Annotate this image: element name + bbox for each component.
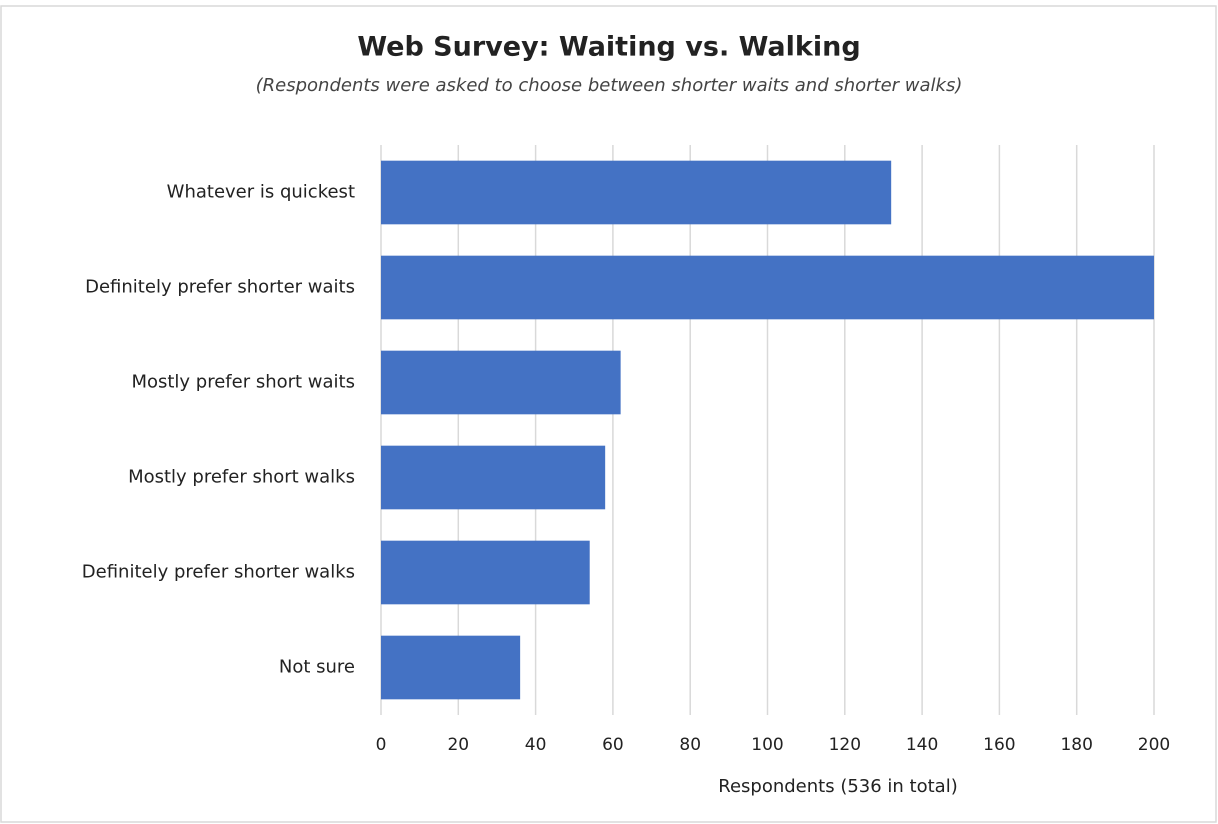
x-tick-label: 20 — [447, 735, 469, 755]
x-tick-label: 80 — [679, 735, 701, 755]
x-axis-label: Respondents (536 in total) — [718, 776, 957, 797]
bar — [381, 635, 521, 700]
bar — [381, 540, 590, 605]
y-tick-label: Mostly prefer short walks — [128, 467, 355, 488]
x-tick-label: 200 — [1138, 735, 1170, 755]
x-tick-label: 0 — [376, 735, 387, 755]
x-tick-label: 180 — [1060, 735, 1092, 755]
y-tick-label: Not sure — [279, 657, 355, 678]
bar — [381, 255, 1154, 320]
x-tick-label: 40 — [525, 735, 547, 755]
x-tick-label: 140 — [906, 735, 938, 755]
chart-title: Web Survey: Waiting vs. Walking — [357, 32, 860, 63]
y-tick-label: Mostly prefer short waits — [131, 372, 355, 393]
y-tick-label: Definitely prefer shorter walks — [82, 562, 355, 583]
x-tick-label: 60 — [602, 735, 624, 755]
x-tick-label: 100 — [751, 735, 783, 755]
x-tick-label: 120 — [829, 735, 861, 755]
bar — [381, 350, 621, 415]
bar — [381, 445, 606, 510]
y-tick-label: Whatever is quickest — [167, 182, 355, 203]
y-tick-label: Definitely prefer shorter waits — [85, 277, 355, 298]
x-tick-label: 160 — [983, 735, 1015, 755]
bar — [381, 160, 892, 225]
chart-subtitle: (Respondents were asked to choose betwee… — [256, 75, 963, 96]
